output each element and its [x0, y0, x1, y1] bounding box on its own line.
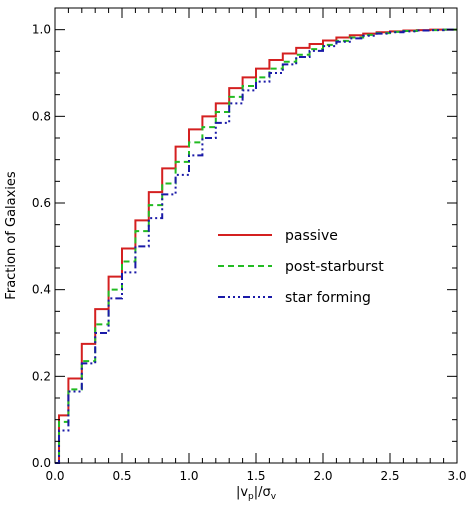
x-tick-label: 1.5: [246, 469, 265, 483]
x-tick-label: 0.5: [112, 469, 131, 483]
x-tick-label: 3.0: [447, 469, 466, 483]
x-tick-label: 2.0: [313, 469, 332, 483]
x-label-sub-v: v: [271, 492, 277, 502]
x-axis-label: |vp|/σv: [236, 485, 277, 502]
y-tick-label: 0.2: [32, 369, 51, 383]
x-tick-label: 0.0: [45, 469, 64, 483]
series-line-star-forming: [55, 28, 457, 464]
ticks-layer: 0.0 0.5 1.0 1.5 2.0 2.5 3.0 0.0 0.2 0.4 0.6 0.8 1.0: [32, 8, 467, 483]
y-tick-label: 1.0: [32, 23, 51, 37]
legend-label-star-forming: star forming: [285, 290, 371, 306]
x-tick-label: 2.5: [380, 469, 399, 483]
series-layer: [55, 28, 457, 464]
legend-label-passive: passive: [285, 228, 338, 244]
legend: passive post-starburst star forming: [218, 228, 384, 306]
y-tick-label: 0.0: [32, 456, 51, 470]
series-line-passive: [55, 28, 457, 464]
series-line-post-starburst: [55, 28, 457, 464]
y-tick-label: 0.8: [32, 109, 51, 123]
y-tick-label: 0.4: [32, 283, 51, 297]
x-tick-label: 1.0: [179, 469, 198, 483]
x-label-sub-p: p: [248, 492, 254, 502]
y-axis-label: Fraction of Galaxies: [4, 171, 19, 300]
x-label-close-bar: |/σ: [254, 485, 271, 500]
y-tick-label: 0.6: [32, 196, 51, 210]
x-label-open-bar: |v: [236, 485, 248, 500]
legend-label-post-starburst: post-starburst: [285, 259, 384, 275]
